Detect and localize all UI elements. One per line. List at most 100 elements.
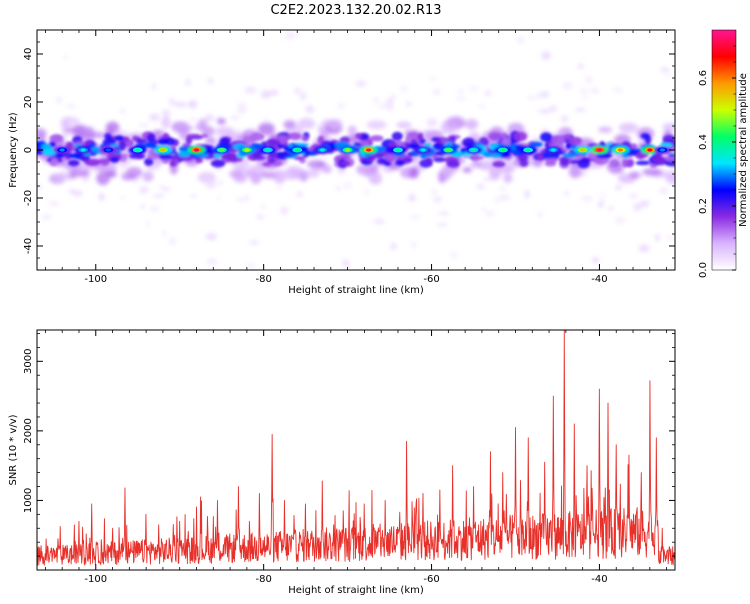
spectrogram-speckle — [230, 115, 241, 120]
spectrogram-band — [369, 135, 384, 142]
spectrogram-speckle — [524, 189, 530, 199]
spectrogram-speckle — [168, 237, 177, 246]
spectrogram-band — [513, 131, 527, 142]
snr-frame — [36, 329, 676, 571]
spectrogram-speckle — [438, 211, 450, 216]
spectrogram-band-halo — [628, 171, 640, 179]
spectrogram-speckle — [41, 214, 52, 220]
spectrogram-band — [144, 158, 154, 166]
spectrogram-band-halo — [665, 172, 675, 185]
spectrogram-speckle — [592, 256, 599, 264]
spectrogram-hotspot-peak — [550, 148, 556, 152]
spectrogram-band-halo — [609, 167, 624, 175]
spectrogram-speckle — [139, 203, 146, 210]
spectrogram-band-halo — [326, 118, 343, 129]
spectrogram-band-core — [353, 142, 362, 147]
spectrogram-speckle — [612, 86, 624, 93]
spectrogram-band — [147, 152, 160, 160]
spectrogram-band-halo — [291, 169, 309, 180]
spectrogram-speckle — [285, 31, 296, 41]
spectrogram-band-core — [528, 141, 543, 148]
spectrogram-band — [114, 135, 124, 142]
spectrogram-band-core — [565, 142, 572, 150]
spectrogram-band — [169, 160, 176, 167]
spectrogram-speckle — [235, 197, 247, 202]
spectrogram-hotspot-peak — [596, 148, 603, 152]
spectrogram-speckle — [259, 204, 267, 210]
spectrogram-band-halo — [126, 166, 143, 178]
spectrogram-speckle — [409, 214, 421, 220]
spectrogram-band-halo — [598, 126, 613, 133]
spectrogram-speckle — [493, 197, 502, 204]
spectrogram-band — [287, 132, 301, 140]
spectrogram-band-halo — [37, 128, 47, 139]
spectrogram-speckle — [387, 106, 394, 110]
spectrogram-band — [135, 139, 148, 144]
spectrogram-band — [629, 143, 638, 150]
spectrogram-hotspot-peak — [193, 148, 200, 152]
colorbar-tick-label: 0.2 — [698, 198, 709, 214]
spectrogram-band-halo — [440, 120, 457, 134]
spectrogram-band-halo — [396, 121, 412, 129]
spectrogram-hotspot-peak — [244, 148, 250, 152]
spectrogram-speckle — [628, 192, 639, 199]
spectrogram-band — [262, 162, 272, 167]
spectrogram-speckle — [579, 88, 589, 93]
spectrogram-hotspot-peak — [135, 148, 141, 152]
spectrogram-speckle — [48, 201, 60, 207]
spectrogram-speckle — [660, 67, 670, 72]
spectrogram-band — [49, 134, 64, 143]
x-tick-label: -60 — [423, 274, 439, 285]
spectrogram-speckle — [173, 101, 186, 108]
spectrogram-speckle — [280, 206, 289, 215]
spectrogram-speckle — [476, 184, 485, 190]
spectrogram-hotspot-peak — [420, 148, 426, 152]
spectrogram-band — [449, 135, 457, 143]
spectrogram-band-halo — [440, 165, 455, 178]
spectrogram-speckle — [581, 94, 589, 99]
spectrogram-speckle — [433, 195, 442, 204]
colorbar-gradient — [711, 29, 737, 271]
spectrogram-band — [355, 133, 362, 139]
spectrogram-band — [118, 140, 127, 151]
colorbar-ticks: 0.0 0.2 0.4 0.6 — [698, 45, 736, 278]
spectrogram-band — [201, 133, 209, 138]
spectrogram-speckle — [305, 105, 315, 114]
spectrogram-speckle — [342, 259, 350, 267]
spectrogram-band-halo — [61, 116, 81, 126]
x-tick-label: -80 — [255, 274, 271, 285]
spectrogram-band-core — [482, 151, 492, 158]
spectrogram-band-core — [424, 143, 432, 147]
x-tick-label: -60 — [423, 574, 439, 585]
spectrogram-band-halo — [305, 168, 320, 179]
spectrogram-speckle — [517, 35, 524, 44]
spectrogram-hotspot-peak — [365, 148, 372, 152]
spectrogram-band-core — [213, 154, 222, 158]
spectrogram-band — [435, 139, 443, 144]
spectrogram-band — [391, 131, 403, 141]
spectrogram-speckle — [294, 87, 301, 94]
spectrogram-band — [562, 134, 572, 140]
spectrogram-speckle — [148, 113, 160, 121]
spectrogram-band — [569, 136, 582, 145]
spectrogram-band-core — [294, 142, 310, 147]
spectrogram-band — [551, 135, 565, 144]
spectrogram-speckle — [633, 203, 642, 212]
spectrogram-speckle — [390, 95, 396, 99]
y-tick-label: -40 — [23, 238, 34, 254]
spectrogram-speckle — [468, 87, 480, 91]
spectrogram-speckle — [526, 95, 537, 101]
spectrogram-band-halo — [216, 118, 226, 125]
spectrogram-hotspot-peak — [160, 148, 166, 152]
spectrogram-band-halo — [423, 129, 444, 140]
spectrogram-speckle — [246, 262, 256, 270]
spectrogram-speckle — [537, 212, 543, 217]
spectrogram-band-core — [596, 153, 612, 159]
spectrogram-speckle — [499, 195, 510, 200]
spectrogram-speckle — [387, 98, 395, 107]
spectrogram-speckle — [335, 186, 341, 191]
spectrogram-band — [404, 136, 412, 143]
spectrogram-band — [492, 161, 506, 168]
spectrogram-band — [224, 152, 238, 161]
